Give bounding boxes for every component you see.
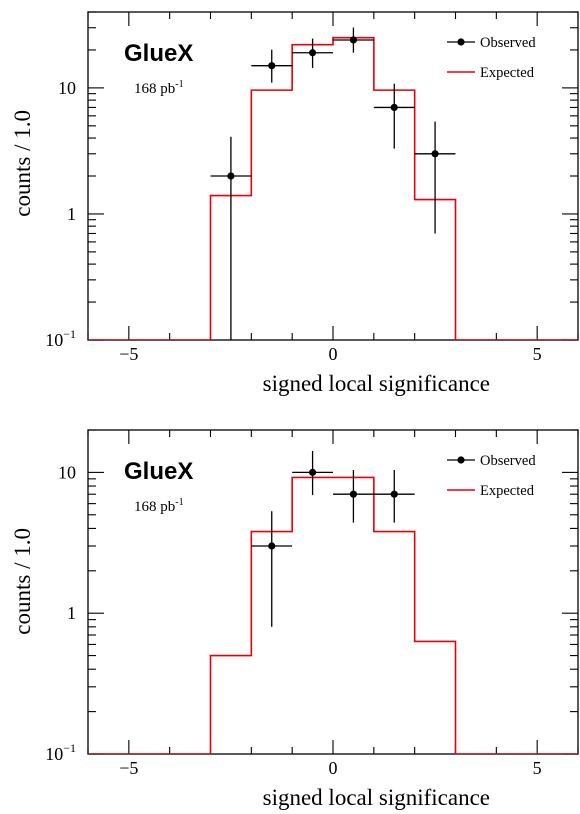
observed-point [308,49,317,57]
legend-expected-label: Expected [480,65,535,81]
observed-point [308,468,317,476]
legend-observed-marker [457,456,465,464]
luminosity-label: 168 pb-1 [134,497,184,515]
y-tick-label-base: 10 [45,744,63,764]
luminosity-text: 168 pb [134,81,175,97]
observed-point-group [373,469,415,523]
legend: Observed Expected [447,35,536,81]
luminosity-label: 168 pb-1 [134,79,184,97]
observed-point [390,490,398,498]
observed-point-group [373,83,415,149]
x-tick-label: −5 [119,344,138,364]
x-axis-label: signed local significance [263,371,490,396]
y-tick-label-exponent: −1 [63,327,76,341]
observed-point [349,490,358,498]
observed-point [390,103,398,112]
observed-point-group [251,511,293,627]
y-tick-label: 10 [58,462,76,482]
y-tick-label: 1 [67,204,76,224]
observed-series [251,450,415,627]
experiment-label: GlueX [124,458,193,485]
observed-point [349,36,358,44]
x-tick-label: 5 [533,344,542,364]
luminosity-text: 168 pb [134,499,175,515]
observed-point [268,542,276,550]
legend-expected-label: Expected [480,483,535,499]
legend-observed-marker [457,38,465,46]
observed-series [210,27,456,340]
observed-point-group [251,49,293,83]
expected-series [88,476,578,754]
observed-point [431,150,439,158]
observed-point-group [414,121,456,234]
observed-point [268,62,276,70]
experiment-label: GlueX [124,40,193,67]
x-tick-label: −5 [119,758,138,778]
observed-point [227,172,235,180]
luminosity-exponent: -1 [175,79,183,90]
legend: Observed Expected [447,453,536,499]
observed-point-group [292,38,333,68]
x-tick-label: 0 [329,758,338,778]
x-axis-label: signed local significance [263,785,490,810]
observed-point-group [333,469,374,523]
legend-observed-label: Observed [480,453,536,469]
y-tick-label-exponent: −1 [63,741,76,755]
x-tick-label: 5 [533,758,542,778]
legend-observed-label: Observed [480,35,536,51]
luminosity-exponent: -1 [175,497,183,508]
expected-step-line [88,476,578,754]
y-tick-label: 10−1 [45,741,76,764]
observed-point-group [210,136,252,340]
y-tick-label: 10−1 [45,327,76,350]
y-axis-label: counts / 1.0 [10,528,35,635]
x-tick-label: 0 [329,344,338,364]
y-tick-label-base: 10 [45,330,63,350]
observed-point-group [333,27,374,53]
y-tick-label: 10 [58,78,76,98]
observed-point-group [292,450,333,496]
y-axis-label: counts / 1.0 [10,110,35,217]
y-tick-label: 1 [67,603,76,623]
